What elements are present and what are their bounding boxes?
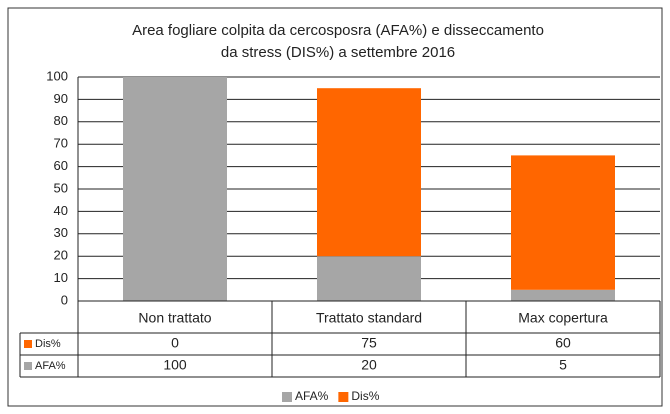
y-tick-label: 40: [54, 203, 68, 218]
bar-segment: [511, 155, 615, 290]
legend-label: AFA%: [295, 389, 329, 403]
table-cell: 5: [559, 357, 567, 373]
y-tick-label: 90: [54, 91, 68, 106]
y-tick-label: 0: [61, 292, 68, 307]
table-cell: 0: [171, 335, 179, 351]
legend-label: Dis%: [351, 389, 379, 403]
table-row-label: Dis%: [35, 338, 61, 350]
chart-title: Area fogliare colpita da cercosposra (AF…: [132, 22, 544, 61]
table-cell: 75: [361, 335, 377, 351]
y-tick-label: 20: [54, 248, 68, 263]
y-tick-label: 50: [54, 180, 68, 195]
table-cell: 20: [361, 357, 377, 373]
legend-swatch: [338, 392, 349, 402]
bar-segment: [317, 256, 421, 301]
chart-border: [7, 7, 663, 407]
y-tick-label: 70: [54, 136, 68, 151]
y-tick-label: 100: [46, 68, 68, 83]
y-tick-label: 30: [54, 225, 68, 240]
table-legend-swatch: [24, 362, 32, 370]
bar-segment: [511, 289, 615, 301]
table-legend-swatch: [24, 340, 32, 348]
y-tick-label: 10: [54, 270, 68, 285]
bar-segment: [317, 88, 421, 257]
x-tick-label: Trattato standard: [316, 310, 422, 326]
x-tick-label: Non trattato: [138, 310, 211, 326]
table-cell: 60: [555, 335, 571, 351]
x-tick-label: Max copertura: [518, 310, 608, 326]
legend-swatch: [282, 392, 292, 402]
y-tick-label: 80: [54, 113, 68, 128]
table-cell: 100: [163, 357, 187, 373]
table-row-label: AFA%: [35, 360, 66, 372]
bar-segment: [123, 77, 227, 301]
y-tick-label: 60: [54, 158, 68, 173]
